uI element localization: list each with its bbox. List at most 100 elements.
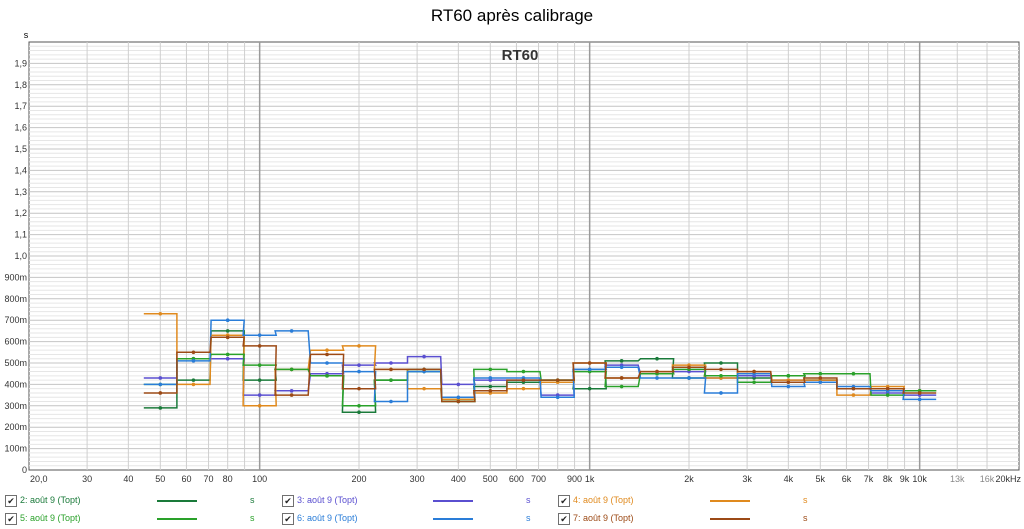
data-point (357, 369, 361, 374)
data-point (289, 367, 294, 372)
data-point (687, 365, 691, 370)
data-point (851, 393, 856, 397)
x-tick-label: 500 (483, 474, 498, 484)
y-tick-label: 1,2 (14, 208, 27, 218)
legend-item-5[interactable]: ✔ 5: août 9 (Topt) s (5, 512, 275, 528)
legend-label-3: 3: août 9 (Topt) (297, 495, 358, 505)
series-line (143, 319, 937, 403)
data-point (158, 391, 163, 395)
legend-item-6[interactable]: ✔ 6: août 9 (Topt) s (282, 512, 552, 528)
data-point (158, 311, 163, 316)
data-point (619, 365, 624, 370)
inner-title: RT60 (502, 47, 539, 64)
legend-checkbox-6[interactable]: ✔ (282, 513, 294, 525)
data-point (456, 399, 461, 404)
data-point (488, 367, 493, 372)
legend-item-7[interactable]: ✔ 7: août 9 (Topt) s (558, 512, 828, 528)
x-axis: 20,0 30 40 50 60 70 80 100 200 300 400 500 600 700 900… (30, 474, 1021, 484)
data-point (257, 363, 262, 367)
legend-unit-3: s (526, 495, 531, 505)
legend-swatch-6 (433, 518, 473, 520)
data-point (619, 359, 624, 363)
data-point (456, 382, 461, 387)
legend-label-7: 7: août 9 (Topt) (573, 513, 634, 523)
legend-item-4[interactable]: ✔ 4: août 9 (Topt) s (558, 494, 828, 510)
data-point (818, 371, 823, 376)
grid (29, 42, 1019, 470)
x-tick-label: 7k (864, 474, 874, 484)
y-tick-label: 200m (4, 422, 27, 432)
y-tick-label: 900m (4, 272, 27, 282)
data-point (917, 397, 922, 402)
data-point (521, 386, 526, 391)
x-tick-label: 50 (155, 474, 165, 484)
x-tick-label: 300 (410, 474, 425, 484)
legend-swatch-7 (710, 518, 750, 520)
data-point (389, 361, 393, 365)
data-point (655, 369, 659, 374)
data-point (719, 367, 723, 372)
data-point (257, 393, 262, 397)
data-point (225, 356, 230, 361)
legend-unit-5: s (250, 513, 255, 523)
legend-checkbox-3[interactable]: ✔ (282, 495, 294, 507)
legend-item-3[interactable]: ✔ 3: août 9 (Topt) s (282, 494, 552, 510)
data-point (555, 378, 560, 382)
y-tick-label: 1,9 (14, 58, 27, 68)
data-point (521, 378, 526, 382)
x-tick-label: 70 (204, 474, 214, 484)
legend-label-4: 4: août 9 (Topt) (573, 495, 634, 505)
legend-checkbox-5[interactable]: ✔ (5, 513, 17, 525)
legend-swatch-2 (157, 500, 197, 502)
data-point (917, 391, 922, 395)
data-point (158, 406, 163, 410)
y-tick-label: 300m (4, 401, 27, 411)
x-tick-label: 100 (252, 474, 267, 484)
y-tick-label: 1,1 (14, 230, 27, 240)
data-point (488, 384, 493, 389)
data-point (687, 376, 691, 380)
series-line (143, 336, 937, 403)
data-point (752, 369, 756, 374)
data-point (818, 376, 823, 380)
data-point (488, 376, 493, 380)
data-point (851, 386, 856, 391)
y-tick-label: 1,5 (14, 144, 27, 154)
x-tick-label: 16k (980, 474, 995, 484)
x-tick-label: 2k (684, 474, 694, 484)
data-point (587, 386, 592, 391)
data-point (325, 361, 329, 365)
data-point (786, 374, 791, 378)
data-point (325, 374, 329, 378)
data-point (752, 380, 756, 385)
data-point (191, 382, 196, 387)
data-point (885, 393, 890, 397)
data-point (289, 389, 294, 393)
series-group (143, 311, 937, 415)
x-tick-label: 3k (742, 474, 752, 484)
data-point (357, 386, 361, 391)
legend-checkbox-2[interactable]: ✔ (5, 495, 17, 507)
legend-checkbox-4[interactable]: ✔ (558, 495, 570, 507)
data-point (619, 384, 624, 389)
data-point (325, 352, 329, 357)
legend-label-6: 6: août 9 (Topt) (297, 513, 358, 523)
y-tick-label: 1,8 (14, 80, 27, 90)
data-point (225, 329, 230, 333)
x-tick-label: 20kHz (995, 474, 1021, 484)
data-point (422, 367, 426, 372)
data-point (786, 380, 791, 385)
data-point (389, 399, 393, 404)
data-point (389, 367, 393, 372)
y-axis: 0 100m 200m 300m 400m 500m 600m 700m 800m 900m 1,0… (4, 58, 27, 475)
legend-checkbox-7[interactable]: ✔ (558, 513, 570, 525)
data-point (257, 378, 262, 382)
legend-label-2: 2: août 9 (Topt) (20, 495, 81, 505)
data-point (885, 386, 890, 391)
y-tick-label: 800m (4, 294, 27, 304)
x-tick-label: 200 (351, 474, 366, 484)
data-point (357, 410, 361, 415)
legend-item-2[interactable]: ✔ 2: août 9 (Topt) s (5, 494, 275, 510)
y-tick-label: 700m (4, 315, 27, 325)
data-point (158, 382, 163, 387)
